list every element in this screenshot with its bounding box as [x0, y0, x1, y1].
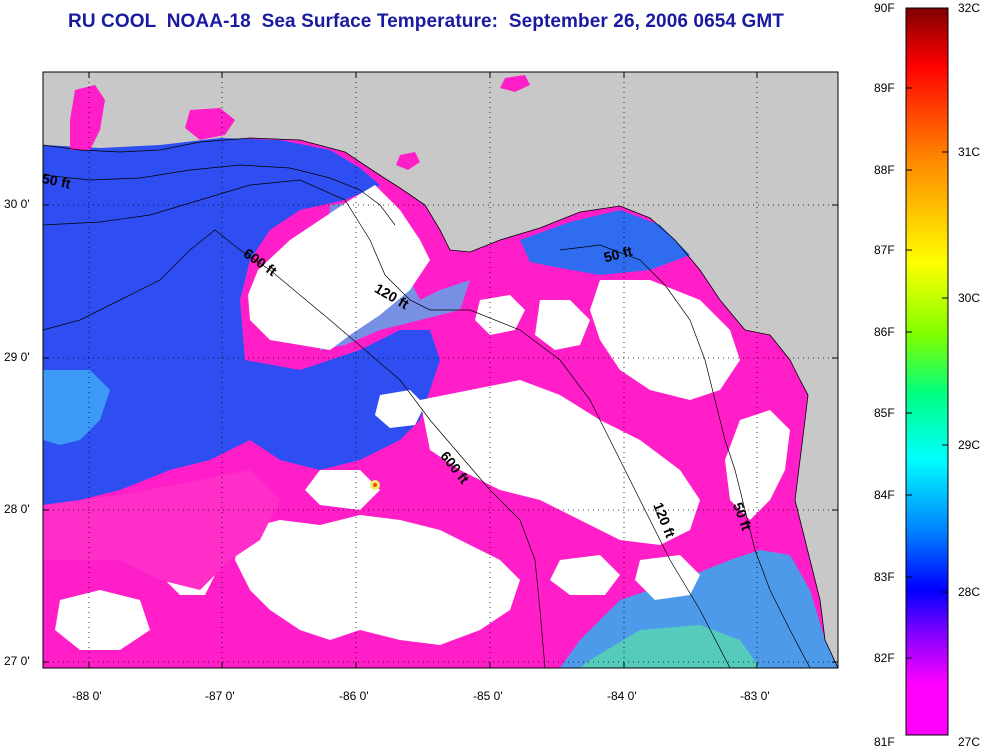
- pink-band: [43, 470, 280, 590]
- colorbar-f-label: 89F: [874, 81, 895, 95]
- lon-label: -84 0': [607, 689, 637, 703]
- colorbar-f-label: 88F: [874, 163, 895, 177]
- lat-label: 27 0': [4, 654, 30, 668]
- colorbar-f-label: 81F: [874, 735, 895, 749]
- cyan-band: [43, 370, 110, 445]
- colorbar-c-label: 32C: [958, 1, 981, 15]
- lat-label: 29 0': [4, 350, 30, 364]
- colorbar-c-label: 28C: [958, 585, 981, 599]
- ne-blue-patch: [520, 210, 690, 275]
- lon-label: -88 0': [72, 689, 102, 703]
- lon-label: -83 0': [740, 689, 770, 703]
- colorbar-ticks: [906, 87, 948, 659]
- colorbar-f-label: 83F: [874, 570, 895, 584]
- sst-image: [43, 72, 838, 668]
- colorbar-f-label: 84F: [874, 488, 895, 502]
- colorbar-f-label: 82F: [874, 651, 895, 665]
- colorbar-c-label: 27C: [958, 735, 981, 749]
- map-frame: [42, 71, 839, 669]
- lon-label: -85 0': [473, 689, 503, 703]
- colorbar-f-label: 90F: [874, 1, 895, 15]
- colorbar-gradient: [906, 8, 948, 735]
- lon-label: -87 0': [205, 689, 235, 703]
- colorbar-c-label: 29C: [958, 438, 981, 452]
- map-title: RU COOL NOAA-18 Sea Surface Temperature:…: [68, 11, 784, 32]
- se-green-region: [580, 625, 760, 668]
- colorbar-frame: [905, 7, 949, 736]
- colorbar-f-label: 85F: [874, 406, 895, 420]
- colorbar-c-label: 30C: [958, 291, 981, 305]
- colorbar-f-label: 86F: [874, 325, 895, 339]
- depth-contours: [43, 164, 811, 668]
- colorbar-c-label: 31C: [958, 145, 981, 159]
- lon-label: -86 0': [339, 689, 369, 703]
- coastline: [43, 137, 838, 668]
- colorbar-f-label: 87F: [874, 243, 895, 257]
- lat-label: 30 0': [4, 197, 30, 211]
- tick-marks: [43, 72, 838, 668]
- cloud-mask: [55, 185, 790, 650]
- blue-water-mass: [43, 138, 440, 505]
- lat-label: 28 0': [4, 502, 30, 516]
